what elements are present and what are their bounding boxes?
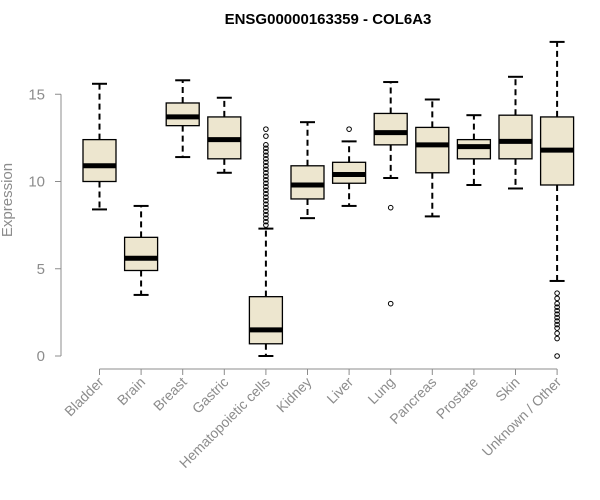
x-tick-label: Kidney	[273, 374, 315, 416]
chart-title: ENSG00000163359 - COL6A3	[225, 11, 432, 28]
boxes-group	[82, 40, 575, 359]
outlier-point	[263, 218, 269, 225]
outlier-point	[554, 325, 560, 331]
outlier-point	[263, 133, 269, 139]
box-7	[373, 81, 408, 307]
outlier-point	[554, 304, 560, 310]
iqr-box	[456, 138, 492, 160]
x-tick-label: Bladder	[61, 374, 107, 420]
y-tick-label: 0	[37, 348, 45, 365]
outlier-point	[263, 187, 269, 194]
box-9	[456, 114, 492, 186]
box-5	[290, 121, 325, 220]
y-axis: 0 5 10 15	[28, 86, 62, 365]
iqr-box	[82, 138, 117, 183]
iqr-box	[498, 114, 533, 160]
outlier-point	[263, 156, 269, 162]
outlier-point	[554, 300, 560, 307]
box-1	[123, 204, 159, 296]
outlier-point	[263, 222, 269, 228]
outlier-point	[263, 142, 269, 148]
outlier-point	[263, 204, 269, 211]
outlier-point	[554, 321, 560, 328]
x-tick-label: Lung	[364, 374, 397, 407]
x-tick-label: Skin	[492, 374, 523, 405]
x-tick-label: Brain	[114, 374, 148, 408]
y-tick-label: 5	[37, 261, 45, 278]
outlier-point	[387, 204, 394, 211]
outlier-point	[554, 290, 560, 296]
outlier-point	[263, 215, 269, 221]
outlier-point	[263, 208, 269, 214]
outlier-point	[263, 180, 269, 187]
box-4	[248, 126, 284, 357]
outlier-point	[554, 295, 560, 302]
outlier-point	[263, 173, 269, 180]
x-tick-label: Unknown / Other	[479, 374, 565, 460]
outlier-point	[263, 126, 269, 132]
box-8	[415, 98, 450, 218]
iqr-box	[123, 236, 159, 272]
iqr-box	[290, 165, 325, 200]
x-tick-label: Breast	[150, 374, 190, 414]
outlier-point	[387, 300, 394, 307]
box-3	[207, 96, 242, 174]
outlier-point	[554, 311, 560, 317]
iqr-box	[165, 102, 200, 127]
box-2	[165, 79, 200, 159]
y-tick-label: 15	[28, 86, 45, 103]
x-tick-label: Prostate	[433, 374, 481, 422]
outlier-point	[263, 211, 269, 218]
iqr-box	[248, 296, 284, 345]
outlier-point	[263, 194, 269, 201]
box-6	[331, 126, 367, 207]
x-tick-label: Liver	[323, 374, 356, 407]
outlier-point	[263, 183, 269, 190]
outlier-point	[554, 318, 560, 324]
outlier-point	[263, 169, 269, 176]
y-tick-label: 10	[28, 174, 45, 191]
outlier-point	[263, 145, 269, 152]
outlier-point	[346, 126, 352, 132]
box-0	[82, 82, 117, 211]
iqr-box	[373, 112, 408, 146]
outlier-point	[263, 152, 269, 159]
outlier-point	[554, 330, 560, 337]
outlier-point	[263, 190, 269, 197]
outlier-point	[263, 197, 269, 204]
box-10	[498, 75, 533, 190]
outlier-point	[263, 159, 269, 166]
outlier-point	[554, 335, 560, 342]
outlier-point	[554, 353, 560, 359]
iqr-box	[415, 126, 450, 174]
y-axis-label: Expression	[0, 163, 16, 237]
outlier-point	[263, 149, 269, 155]
outlier-point	[263, 201, 269, 207]
outlier-point	[263, 176, 269, 183]
box-11	[539, 40, 575, 359]
outlier-point	[263, 162, 269, 169]
outlier-point	[554, 307, 560, 314]
outlier-point	[554, 314, 560, 321]
outlier-point	[263, 166, 269, 173]
